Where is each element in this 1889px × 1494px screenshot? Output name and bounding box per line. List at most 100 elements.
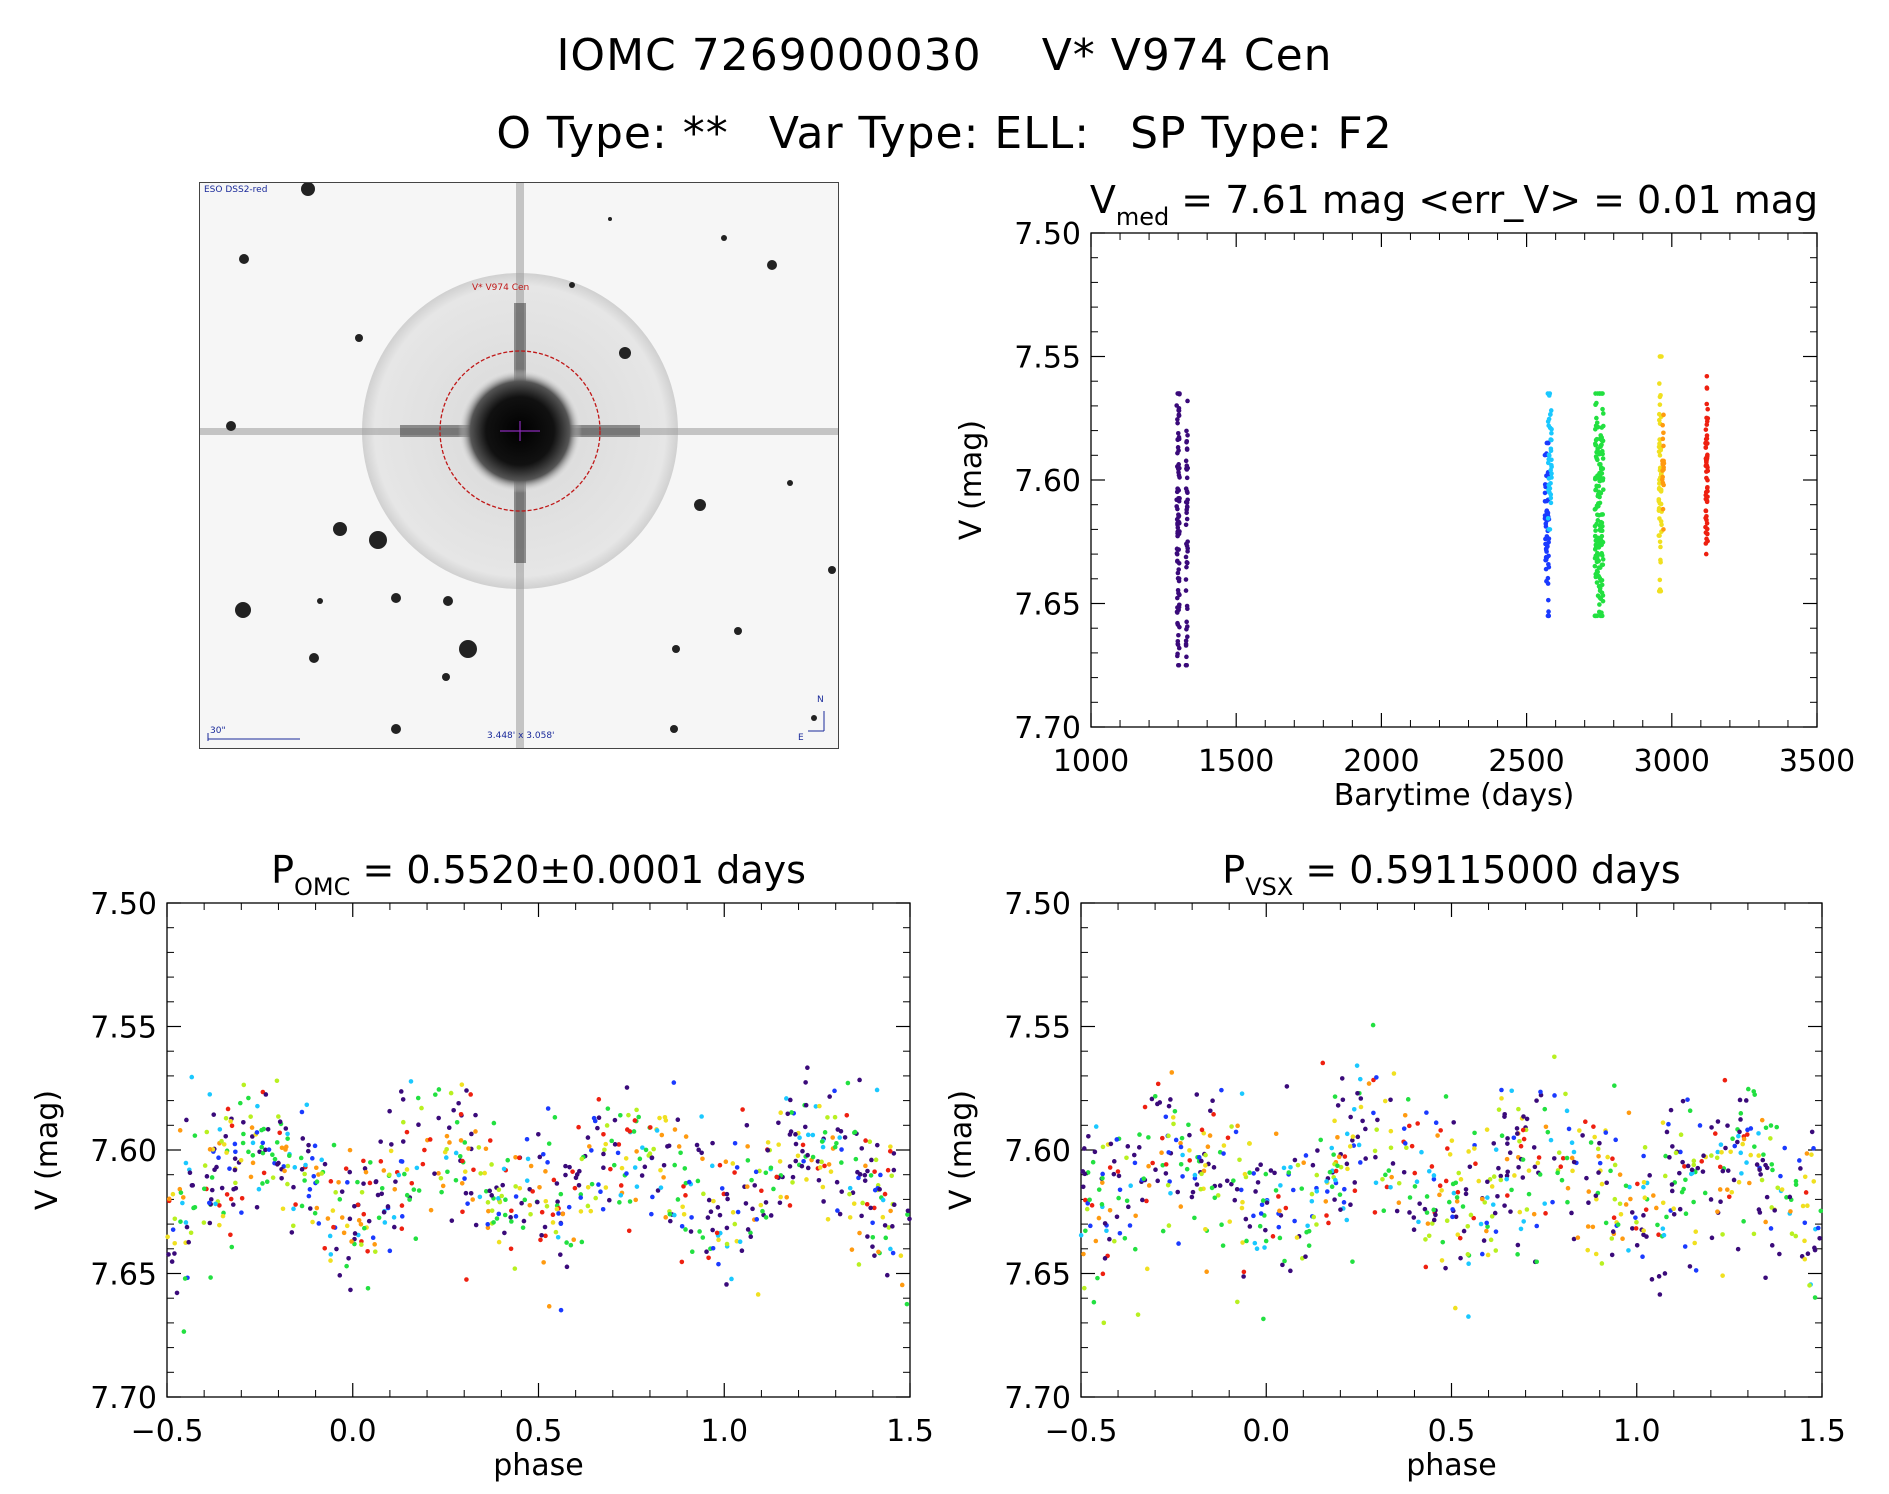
data-point xyxy=(1175,420,1180,426)
data-point xyxy=(1592,1134,1597,1140)
data-point xyxy=(1166,1103,1172,1109)
data-point xyxy=(1406,1123,1412,1129)
data-point xyxy=(299,1167,305,1172)
data-point xyxy=(459,1180,465,1186)
data-point xyxy=(795,1153,801,1159)
data-point xyxy=(1382,1098,1388,1104)
data-point xyxy=(1086,1133,1091,1139)
data-point xyxy=(905,1212,910,1217)
data-point xyxy=(1252,1240,1258,1246)
data-point xyxy=(409,1180,415,1186)
data-point xyxy=(1657,487,1662,492)
data-point xyxy=(1184,603,1190,609)
data-point xyxy=(1600,448,1605,454)
data-point xyxy=(224,1150,229,1155)
data-point xyxy=(1597,478,1602,484)
data-point xyxy=(1520,1175,1526,1180)
data-point xyxy=(1258,1162,1263,1167)
data-point xyxy=(224,1192,230,1197)
data-point xyxy=(1669,1182,1675,1187)
data-point xyxy=(1682,1164,1687,1169)
data-point xyxy=(1660,422,1665,428)
data-point xyxy=(837,1211,843,1217)
data-point xyxy=(1543,524,1549,529)
data-point xyxy=(1231,1178,1236,1183)
data-point xyxy=(1596,558,1602,564)
data-point xyxy=(491,1120,497,1126)
x-tick-label: 0.0 xyxy=(329,1414,377,1449)
data-point xyxy=(1739,1171,1744,1176)
data-point xyxy=(1717,1164,1723,1170)
data-point xyxy=(608,1166,613,1172)
data-point xyxy=(1797,1158,1802,1163)
data-point xyxy=(574,1172,580,1177)
data-point xyxy=(219,1138,224,1144)
data-point xyxy=(341,1230,347,1236)
data-point xyxy=(362,1166,368,1171)
data-point xyxy=(1257,1223,1263,1229)
data-point xyxy=(1720,1273,1725,1278)
data-point xyxy=(1598,490,1604,496)
data-point xyxy=(1800,1203,1806,1209)
data-point xyxy=(1412,1184,1418,1189)
data-point xyxy=(845,1080,851,1086)
data-point xyxy=(1738,1150,1744,1156)
data-point xyxy=(768,1165,774,1171)
data-point xyxy=(1609,1252,1615,1258)
data-point xyxy=(1712,1131,1718,1136)
data-point xyxy=(768,1213,774,1218)
data-point xyxy=(330,1208,336,1213)
data-point xyxy=(1342,1154,1348,1159)
data-point xyxy=(1728,1149,1733,1155)
data-point xyxy=(1411,1215,1417,1220)
data-point xyxy=(568,1242,574,1248)
data-point xyxy=(444,1133,450,1139)
data-point xyxy=(387,1172,392,1178)
data-point xyxy=(223,1133,229,1139)
data-point xyxy=(1509,1187,1514,1193)
data-point xyxy=(1524,1207,1530,1212)
data-point xyxy=(1242,1171,1248,1177)
data-point xyxy=(1704,436,1710,441)
data-point xyxy=(462,1176,467,1181)
data-point xyxy=(1333,1177,1338,1183)
data-point xyxy=(217,1222,222,1228)
data-point xyxy=(500,1182,506,1188)
data-point xyxy=(661,1162,667,1168)
data-point xyxy=(1524,1116,1530,1122)
data-point xyxy=(1146,1135,1151,1140)
data-point xyxy=(1642,1145,1648,1150)
data-point xyxy=(1660,1120,1666,1125)
data-point xyxy=(1384,1184,1390,1190)
data-point xyxy=(359,1189,365,1195)
data-point xyxy=(1176,567,1182,572)
data-point xyxy=(576,1182,582,1188)
data-point xyxy=(1683,1177,1688,1183)
data-point xyxy=(1752,1144,1757,1149)
data-point xyxy=(830,1135,836,1140)
data-point xyxy=(489,1208,495,1213)
data-point xyxy=(1431,1207,1437,1213)
data-point xyxy=(1661,412,1666,418)
data-point xyxy=(589,1181,595,1187)
data-point xyxy=(1446,1199,1452,1205)
data-point xyxy=(1745,1132,1750,1137)
data-point xyxy=(1548,500,1554,506)
data-point xyxy=(1235,1123,1240,1129)
data-point xyxy=(623,1156,629,1161)
data-point xyxy=(1597,451,1602,457)
data-point xyxy=(1798,1166,1803,1171)
data-point xyxy=(275,1162,280,1167)
data-point xyxy=(408,1079,414,1084)
data-point xyxy=(826,1162,832,1167)
data-point xyxy=(1280,1262,1285,1268)
data-point xyxy=(1643,1207,1649,1212)
data-point xyxy=(274,1140,280,1145)
data-point xyxy=(551,1177,557,1183)
data-point xyxy=(319,1157,325,1163)
data-point xyxy=(367,1160,373,1165)
x-axis-label: phase xyxy=(1406,1448,1497,1483)
data-point xyxy=(810,1154,816,1160)
data-point xyxy=(1177,465,1182,471)
data-point xyxy=(372,1249,378,1254)
